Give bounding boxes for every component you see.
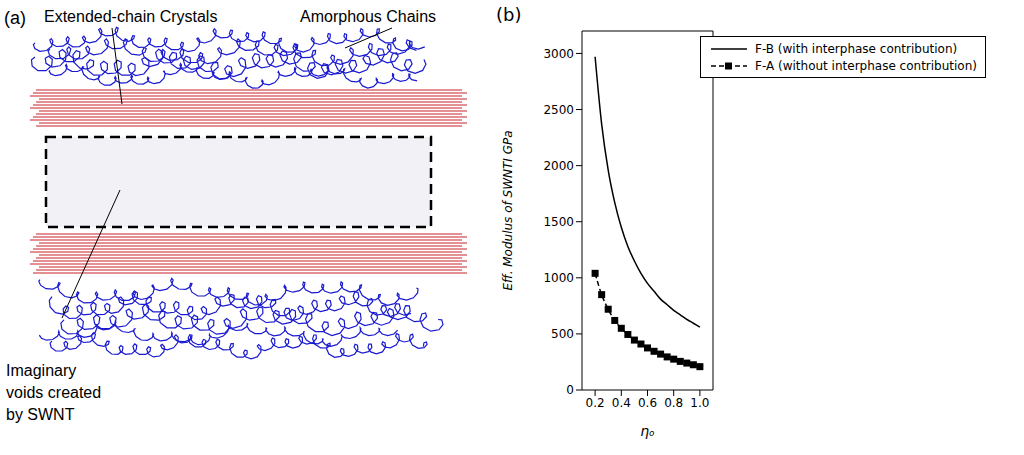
svg-text:Extended-chain Crystals: Extended-chain Crystals <box>44 8 217 25</box>
svg-text:1.0: 1.0 <box>690 396 709 410</box>
svg-text:500: 500 <box>551 327 574 341</box>
svg-text:1000: 1000 <box>543 271 574 285</box>
svg-text:1500: 1500 <box>543 215 574 229</box>
html-text:F-B (with interphase contribut: F-B (with interphase contribution) <box>755 41 958 56</box>
svg-text:2500: 2500 <box>543 103 574 117</box>
svg-text:voids created: voids created <box>6 384 101 401</box>
svg-text:by SWNT: by SWNT <box>6 406 75 423</box>
svg-text:0.6: 0.6 <box>638 396 657 410</box>
html-text:(b): (b) <box>496 4 522 25</box>
svg-text:3000: 3000 <box>543 47 574 61</box>
svg-text:0: 0 <box>566 383 574 397</box>
svg-text:(a): (a) <box>4 8 26 28</box>
svg-text:ηₒ: ηₒ <box>640 423 655 439</box>
svg-text:0.4: 0.4 <box>612 396 631 410</box>
svg-text:0.8: 0.8 <box>664 396 683 410</box>
svg-text:2000: 2000 <box>543 159 574 173</box>
svg-text:Amorphous Chains: Amorphous Chains <box>300 8 436 25</box>
svg-text:0.2: 0.2 <box>586 396 605 410</box>
svg-text:Eff. Modulus of SWNTI GPa: Eff. Modulus of SWNTI GPa <box>501 130 515 290</box>
html-text:F-A (without interphase contri: F-A (without interphase contribution) <box>755 58 977 73</box>
svg-text:Imaginary: Imaginary <box>6 362 76 379</box>
